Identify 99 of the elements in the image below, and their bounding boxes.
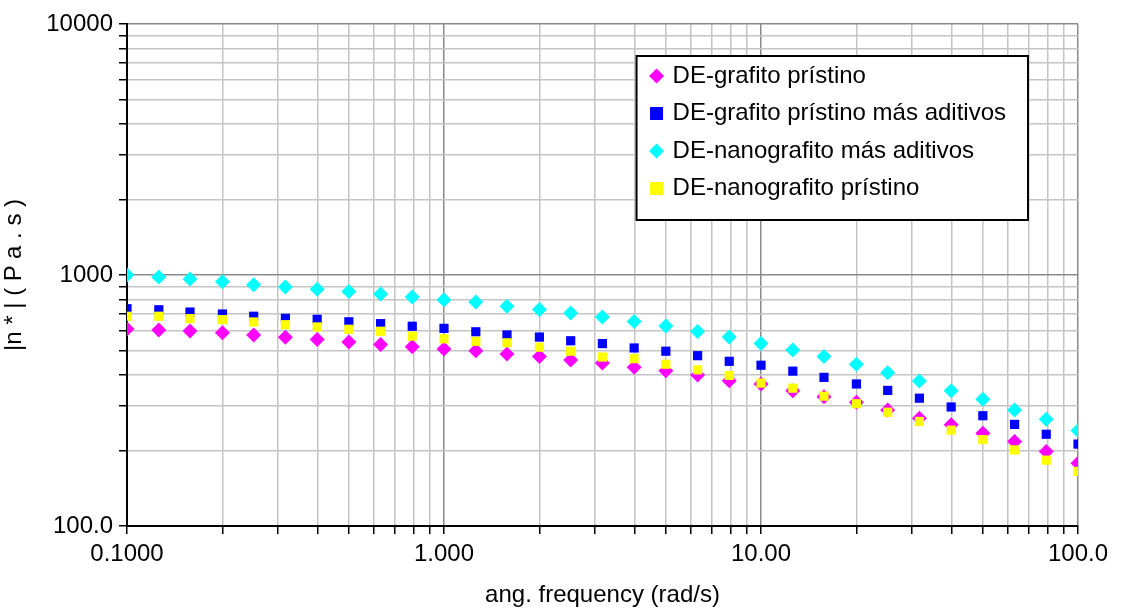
point: [594, 309, 610, 325]
point: [436, 341, 452, 357]
point: [373, 286, 389, 302]
point: [851, 379, 862, 389]
point: [309, 331, 325, 347]
y-tick-label: 10000: [46, 8, 113, 36]
point: [597, 339, 607, 349]
point: [151, 269, 167, 285]
point: [1007, 402, 1023, 418]
point: [756, 360, 766, 370]
point: [626, 314, 642, 330]
point: [693, 351, 703, 361]
point: [404, 289, 420, 305]
x-axis-title: ang. frequency (rad/s): [485, 580, 720, 608]
point: [880, 365, 896, 381]
x-tick-label: 0.1000: [90, 539, 164, 567]
point: [246, 327, 262, 343]
legend-label: DE-grafito prístino: [672, 60, 866, 88]
point: [214, 274, 230, 290]
point: [309, 281, 325, 297]
point: [724, 370, 734, 381]
point: [436, 292, 452, 308]
point: [661, 359, 671, 369]
point: [407, 321, 417, 331]
point: [819, 372, 829, 382]
point: [214, 325, 230, 341]
point: [471, 336, 481, 346]
point: [1010, 419, 1020, 429]
y-tick-label: 100.0: [52, 510, 113, 538]
point: [1010, 445, 1020, 455]
point: [946, 402, 956, 412]
point: [914, 393, 924, 403]
point: [312, 322, 322, 332]
point: [690, 324, 706, 340]
point: [975, 391, 991, 407]
point: [566, 346, 576, 356]
x-tick-label: 10.00: [730, 539, 792, 567]
point: [499, 298, 515, 314]
point: [249, 317, 259, 327]
point: [566, 336, 576, 346]
point: [978, 411, 988, 421]
point: [978, 434, 988, 445]
point: [217, 315, 228, 325]
point: [629, 354, 639, 364]
point: [788, 366, 798, 376]
point: [246, 277, 262, 293]
point: [563, 305, 579, 321]
point: [911, 373, 927, 389]
y-tick-label: 1000: [59, 259, 113, 287]
point: [1038, 411, 1054, 427]
point: [883, 385, 893, 395]
point: [344, 324, 354, 334]
point: [848, 356, 864, 372]
point: [946, 425, 956, 435]
point: [816, 349, 832, 365]
point: [280, 320, 290, 330]
point: [531, 302, 547, 318]
point: [373, 336, 389, 352]
point: [914, 416, 924, 427]
point: [468, 343, 484, 359]
legend-label: DE-nanografito prístino: [672, 173, 920, 201]
point: [151, 322, 167, 338]
point: [597, 352, 607, 362]
legend-label: DE-nanografito más aditivos: [672, 135, 975, 163]
point: [185, 314, 195, 324]
point: [629, 343, 639, 353]
point: [1041, 455, 1051, 465]
point: [785, 342, 801, 358]
point: [404, 339, 420, 355]
point: [471, 327, 481, 337]
x-tick-label: 100.0: [1047, 539, 1109, 567]
point: [534, 332, 545, 342]
point: [661, 346, 671, 356]
point: [407, 331, 417, 341]
point: [154, 311, 164, 321]
point: [943, 383, 959, 399]
point: [658, 318, 674, 334]
point: [439, 334, 449, 344]
point: [693, 365, 703, 375]
point: [376, 326, 386, 336]
legend-label: DE-grafito prístino más aditivos: [672, 98, 1007, 126]
point: [502, 338, 512, 348]
point: [499, 346, 515, 362]
point: [439, 323, 449, 333]
point: [277, 279, 293, 295]
point: [534, 342, 545, 352]
point: [753, 336, 769, 352]
point: [721, 329, 737, 345]
x-tick-label: 1.000: [413, 539, 475, 567]
point: [182, 323, 198, 339]
point: [341, 283, 357, 299]
point: [724, 356, 734, 366]
point: [1041, 429, 1051, 439]
point: [182, 271, 198, 287]
point: [341, 334, 357, 350]
point: [531, 349, 547, 365]
point: [277, 329, 293, 345]
point: [468, 294, 484, 310]
y-axis-title: |n * | ( P a . s ): [0, 198, 27, 352]
